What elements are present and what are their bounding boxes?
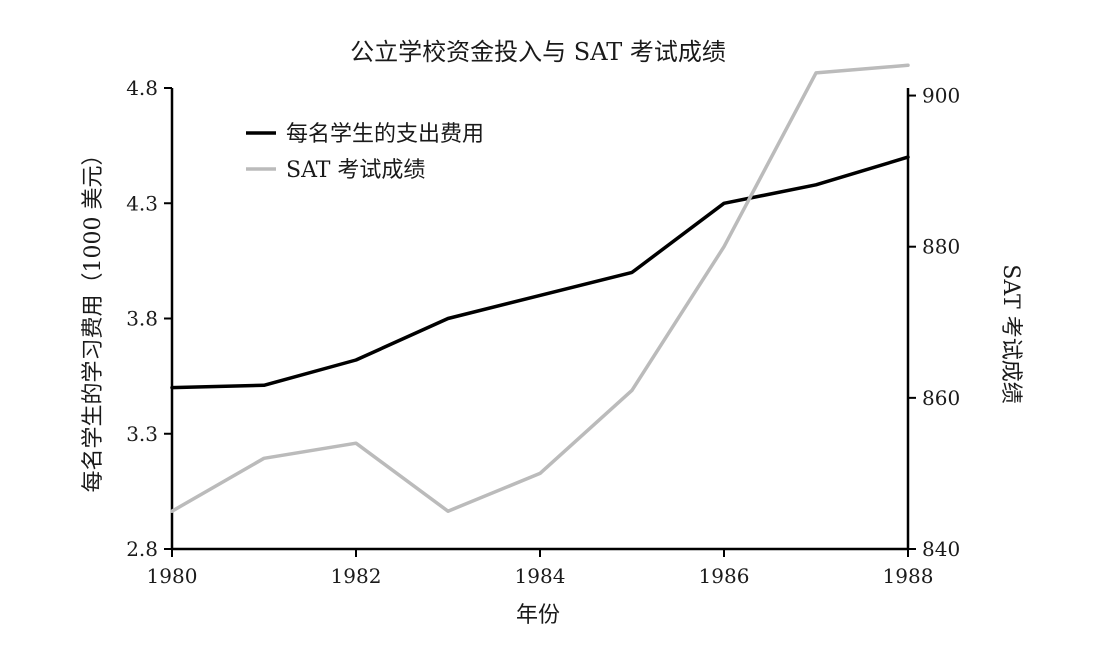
x-tick-label: 1988 [883,564,934,588]
y-axis-right-title: SAT 考试成绩 [998,264,1023,403]
chart-title: 公立学校资金投入与 SAT 考试成绩 [350,38,726,66]
legend-label-2: SAT 考试成绩 [286,158,425,183]
y-left-tick-label: 2.8 [126,537,158,561]
x-tick-label: 1980 [147,564,198,588]
y-right-tick-label: 860 [922,386,960,410]
y-right-tick-label: 840 [922,537,960,561]
y-left-tick-label: 3.8 [126,307,158,331]
y-right-tick-label: 880 [922,235,960,259]
x-tick-label: 1984 [515,564,566,588]
series-line-1 [170,155,910,390]
y-right-tick-label: 900 [922,84,960,108]
y-left-tick-label: 3.3 [126,422,158,446]
y-left-tick-label: 4.3 [126,191,158,215]
legend-label-1: 每名学生的支出费用 [286,122,484,147]
y-axis-left-title: 每名学生的学习费用（1000 美元） [81,144,106,493]
series-line-2 [170,63,910,513]
plot-area: 2.8 3.3 3.8 4.3 4.8 840 860 880 900 1980 1982 1984 1… [126,63,960,588]
y-left-tick-label: 4.8 [126,76,158,100]
x-tick-label: 1982 [331,564,382,588]
x-tick-label: 1986 [699,564,750,588]
x-axis-title: 年份 [516,603,560,628]
